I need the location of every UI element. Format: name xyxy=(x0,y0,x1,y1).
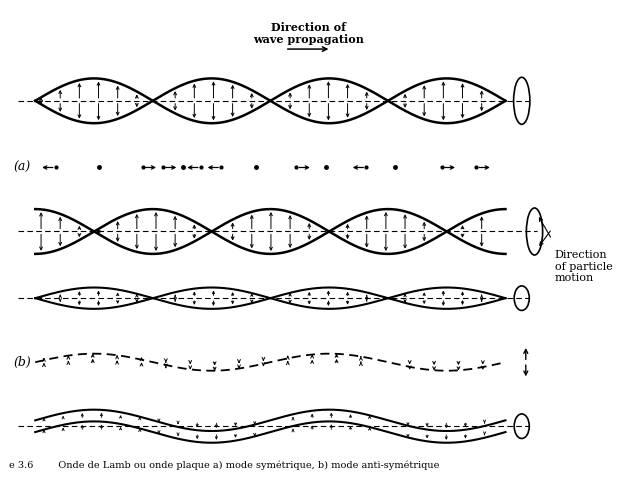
Text: e 3.6        Onde de Lamb ou onde plaque a) mode symétrique, b) mode anti-symétr: e 3.6 Onde de Lamb ou onde plaque a) mod… xyxy=(9,460,440,470)
Text: Direction of
wave propagation: Direction of wave propagation xyxy=(253,22,363,46)
Text: (b): (b) xyxy=(13,356,31,369)
Text: (a): (a) xyxy=(13,161,30,174)
Text: Direction
of particle
motion: Direction of particle motion xyxy=(555,250,613,284)
